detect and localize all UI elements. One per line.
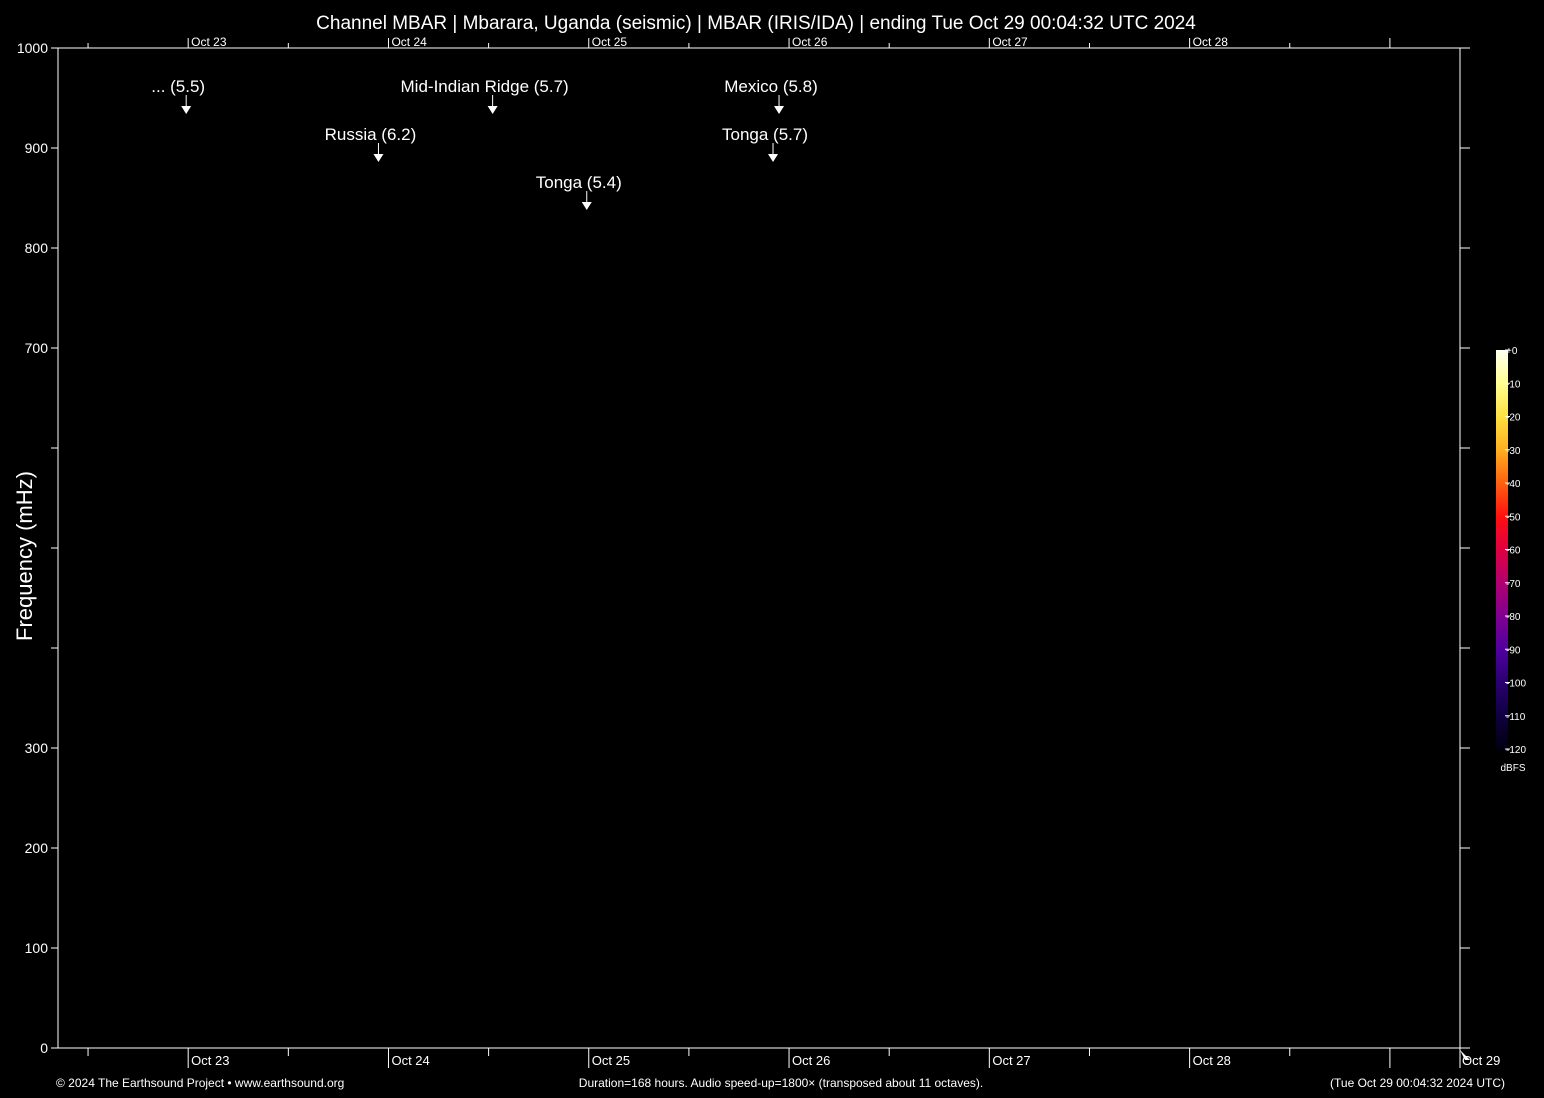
event-arrow-head [181,106,192,114]
colorbar: +0 -10 -20 -30 -40 -50 -60 -70 -80 -90 -100 -110 -12… [1496,346,1526,774]
x-tick-label: Oct 24 [391,1053,429,1068]
colorbar-tick-label: -50 [1506,512,1521,523]
end-marker [1460,1050,1470,1060]
event-label: Mexico (5.8) [724,77,818,96]
event-marker: Mid-Indian Ridge (5.7) [401,77,569,114]
colorbar-tick-label: +0 [1506,346,1518,357]
y-tick-label: 200 [25,840,49,856]
event-arrow-head [373,154,384,162]
event-arrow-head [774,106,785,114]
event-marker: Mexico (5.8) [724,77,818,114]
y-tick-label: 700 [25,340,49,356]
y-tick-label: 900 [25,140,49,156]
x-axis: Oct 23 Oct 23 Oct 24 Oct 24 Oct 25 Oct 25 Oct … [87,35,1500,1068]
event-label: Tonga (5.4) [536,173,622,192]
event-marker: ... (5.5) [151,77,205,114]
y-tick-label: 800 [25,240,49,256]
event-label: Mid-Indian Ridge (5.7) [401,77,569,96]
x-tick-label: Oct 25 [592,1053,630,1068]
event-arrow-head [581,202,592,210]
footer-copyright: © 2024 The Earthsound Project • www.eart… [56,1076,344,1090]
x-tick-label-top: Oct 27 [992,35,1028,49]
colorbar-unit: dBFS [1500,763,1525,774]
event-label: Tonga (5.7) [722,125,808,144]
colorbar-tick-label: -100 [1506,679,1526,690]
event-annotations: ... (5.5) Mid-Indian Ridge (5.7) Mexico (5… [151,77,818,210]
x-tick-label-top: Oct 28 [1193,35,1229,49]
x-end-label: Oct 29 [1462,1053,1500,1068]
event-marker: Tonga (5.4) [536,173,622,210]
x-tick-label-top: Oct 24 [391,35,427,49]
colorbar-tick-label: -80 [1506,612,1521,623]
y-axis-label: Frequency (mHz) [12,471,37,641]
event-arrow-head [768,154,779,162]
chart-title: Channel MBAR | Mbarara, Uganda (seismic)… [316,13,1196,34]
x-tick-label: Oct 28 [1193,1053,1231,1068]
x-tick-label: Oct 26 [792,1053,830,1068]
x-tick-label: Oct 27 [992,1053,1030,1068]
footer-duration: Duration=168 hours. Audio speed-up=1800×… [579,1076,983,1090]
colorbar-tick-label: -110 [1506,712,1526,723]
y-axis: 0 100 200 300 700 800 900 1000 [17,40,1470,1056]
plot-area [57,47,1461,1049]
y-tick-label: 300 [25,740,49,756]
event-label: Russia (6.2) [325,125,417,144]
colorbar-tick-label: -60 [1506,546,1521,557]
event-marker: Tonga (5.7) [722,125,808,162]
colorbar-tick-label: -90 [1506,645,1521,656]
y-tick-label: 100 [25,940,49,956]
footer-timestamp: (Tue Oct 29 00:04:32 2024 UTC) [1330,1076,1505,1090]
y-tick-label: 1000 [17,40,48,56]
x-tick-label-top: Oct 23 [191,35,227,49]
y-tick-label: 0 [40,1040,48,1056]
event-arrow-head [487,106,498,114]
colorbar-tick-label: -70 [1506,579,1521,590]
event-marker: Russia (6.2) [325,125,417,162]
colorbar-tick-label: -20 [1506,413,1521,424]
colorbar-tick-label: -30 [1506,446,1521,457]
x-tick-label: Oct 23 [191,1053,229,1068]
colorbar-tick-label: -10 [1506,379,1521,390]
colorbar-tick-label: -120 [1506,745,1526,756]
x-tick-label-top: Oct 25 [592,35,628,49]
event-label: ... (5.5) [151,77,205,96]
colorbar-tick-label: -40 [1506,479,1521,490]
x-tick-label-top: Oct 26 [792,35,828,49]
